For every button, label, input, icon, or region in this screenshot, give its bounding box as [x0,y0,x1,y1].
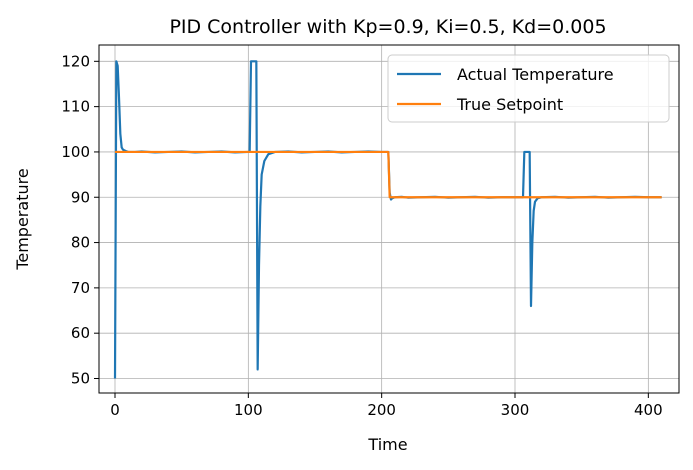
legend-label-actual-temperature: Actual Temperature [457,65,614,84]
series-line-true-setpoint [115,150,662,199]
legend: Actual Temperature True Setpoint [387,54,670,123]
y-tick-label: 70 [71,279,90,297]
x-tick-label: 0 [110,401,120,419]
y-axis-label: Temperature [13,168,32,270]
plot-area [113,60,662,379]
y-axis: 50 60 70 80 90 100 110 120 [61,52,99,388]
y-tick-label: 120 [61,52,90,70]
x-tick-label: 200 [367,401,396,419]
y-tick-label: 60 [71,324,90,342]
x-tick-label: 400 [634,401,663,419]
x-tick-label: 300 [501,401,530,419]
x-tick-label: 100 [234,401,263,419]
legend-box [387,54,670,123]
y-tick-label: 110 [61,98,90,116]
x-axis-label: Time [367,435,407,454]
y-tick-label: 50 [71,370,90,388]
chart-title: PID Controller with Kp=0.9, Ki=0.5, Kd=0… [169,16,606,38]
x-axis: 0 100 200 300 400 [110,393,663,419]
y-tick-label: 100 [61,143,90,161]
legend-label-true-setpoint: True Setpoint [456,95,563,114]
y-tick-label: 80 [71,234,90,252]
y-tick-label: 90 [71,188,90,206]
plot-frame [98,44,680,394]
